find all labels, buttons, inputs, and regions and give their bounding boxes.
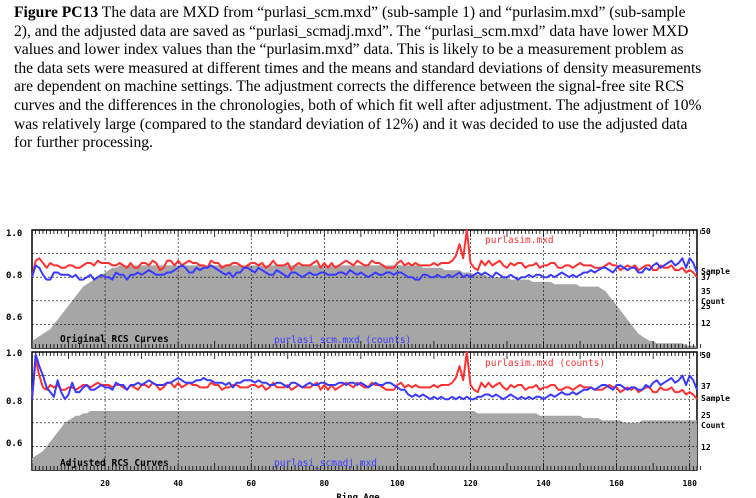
- figure-caption: Figure PC13 The data are MXD from “purla…: [14, 4, 704, 153]
- x-tick-label: 160: [609, 479, 624, 488]
- y2-tick-label: 12: [701, 443, 711, 452]
- y2-axis-label: Sample: [701, 267, 730, 276]
- y-tick-label: 1.0: [6, 349, 22, 359]
- y2-tick-label: 25: [701, 302, 711, 311]
- series-label-red: purlasim.mxd: [485, 235, 554, 246]
- y2-tick-label: 25: [701, 411, 711, 420]
- series-label-red: purlasim.mxd (counts): [485, 358, 605, 369]
- y2-axis-label: Count: [701, 421, 725, 430]
- y2-tick-label: 50: [701, 351, 711, 360]
- x-tick-label: 180: [682, 479, 697, 488]
- sample-count-area-2: [32, 411, 697, 470]
- x-tick-label: 120: [463, 479, 478, 488]
- panel-title: Original RCS Curves: [60, 334, 169, 345]
- y2-tick-label: 37: [701, 382, 711, 391]
- y-tick-label: 0.6: [6, 439, 22, 449]
- x-tick-label: 140: [536, 479, 551, 488]
- y2-tick-label: 35: [701, 287, 711, 296]
- x-tick-label: 40: [173, 479, 183, 488]
- series-label-blue: purlasi_scm.mxd (counts): [274, 335, 411, 346]
- series-line-blue-1: [31, 257, 698, 281]
- sample-count-area-1: [32, 265, 697, 348]
- figure-label: Figure PC13: [14, 4, 99, 21]
- series-label-blue: purlasi_scmadj.mxd: [274, 458, 377, 469]
- y-tick-label: 0.8: [6, 397, 22, 407]
- x-tick-label: 60: [246, 479, 256, 488]
- y2-tick-label: 12: [701, 319, 711, 328]
- y-tick-label: 1.0: [6, 229, 22, 239]
- panel-title: Adjusted RCS Curves: [60, 458, 169, 469]
- y2-axis-label: Count: [701, 297, 725, 306]
- series-line-blue-2: [31, 353, 698, 401]
- y-tick-label: 0.8: [6, 271, 22, 281]
- y2-tick-label: 50: [701, 227, 711, 236]
- y2-axis-label: Sample: [701, 394, 730, 403]
- x-tick-label: 20: [100, 479, 110, 488]
- caption-text: The data are MXD from “purlasi_scm.mxd” …: [14, 4, 702, 152]
- y2-tick-label: 37: [701, 273, 711, 282]
- y-tick-label: 0.6: [6, 313, 22, 323]
- x-tick-label: 80: [319, 479, 329, 488]
- x-tick-label: 100: [390, 479, 405, 488]
- series-line-red-1: [31, 229, 698, 278]
- x-axis-label: Ring Age: [336, 492, 380, 498]
